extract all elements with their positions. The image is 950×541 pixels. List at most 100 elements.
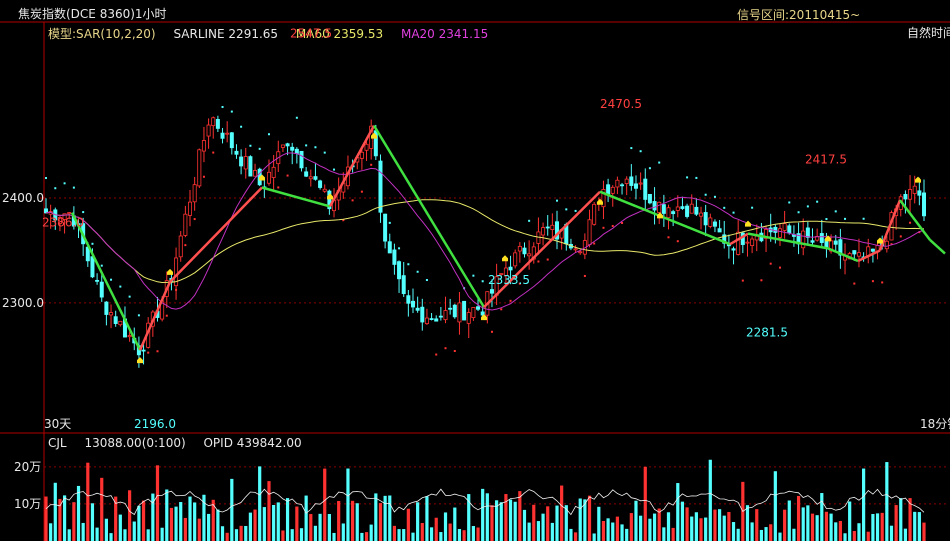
candle-up: [206, 124, 211, 137]
candle-down: [852, 250, 857, 255]
sar-dot: [472, 274, 475, 277]
sar-dot: [621, 221, 624, 224]
candle-down: [633, 183, 638, 189]
volume-bar: [104, 518, 108, 541]
volume-bar: [903, 528, 908, 541]
volume-bar: [495, 500, 499, 541]
volume-bar: [699, 518, 703, 541]
candle-down: [438, 315, 443, 318]
candle-down: [429, 318, 434, 320]
sar-dot: [565, 208, 568, 211]
sar-dot: [834, 210, 837, 213]
sar-dot: [602, 226, 605, 229]
volume-bar: [318, 513, 322, 541]
pivot-marker: [259, 174, 265, 181]
volume-tick-label: 10万: [14, 497, 41, 511]
sar-dot: [286, 174, 289, 177]
candle-up: [211, 117, 216, 127]
volume-bar: [913, 511, 917, 541]
volume-bar: [146, 529, 150, 541]
chart-frame: [0, 21, 950, 541]
pivot-marker: [657, 212, 663, 219]
volume-bar: [383, 495, 387, 541]
volume-bar: [671, 527, 675, 541]
candle-down: [248, 156, 253, 177]
sar-dot: [546, 258, 549, 261]
volume-bar: [397, 529, 401, 541]
sar-dot: [370, 163, 373, 166]
pivot-marker: [167, 268, 173, 275]
candle-down: [480, 311, 485, 316]
candle-down: [489, 289, 494, 294]
volume-bar: [49, 523, 53, 541]
volume-bar: [546, 506, 550, 541]
ma60-label: MA60 2359.53: [295, 27, 384, 41]
candle-up: [764, 229, 769, 239]
volume-bar: [267, 481, 271, 541]
cjl-value: 13088.00(0:100): [84, 436, 186, 450]
candle-down: [220, 132, 225, 139]
volume-bar: [155, 465, 160, 541]
volume-bar: [67, 529, 71, 541]
volume-bar: [299, 528, 304, 541]
candle-up: [513, 252, 518, 267]
volume-bar: [327, 514, 331, 541]
volume-bar: [708, 459, 712, 541]
candle-up: [550, 224, 555, 231]
candle-up: [587, 219, 592, 246]
candle-down: [903, 194, 908, 200]
candle-up: [657, 201, 662, 213]
annotation-low: 2333.5: [488, 273, 530, 287]
candle-up: [912, 185, 917, 194]
candle-down: [680, 206, 685, 209]
candle-up: [109, 312, 114, 316]
volume-bar: [676, 483, 680, 541]
sar-dot: [72, 186, 75, 189]
model-label: 模型:: [48, 27, 77, 41]
candle-down: [299, 150, 304, 169]
volume-bar: [206, 513, 211, 541]
candle-up: [699, 212, 704, 217]
zigzag-up: [138, 281, 172, 351]
pivot-marker: [371, 132, 377, 139]
volume-bar: [597, 506, 601, 541]
sar-dot: [769, 262, 772, 265]
volume-bar: [90, 503, 95, 541]
candle-up: [364, 143, 369, 151]
sar-dot: [871, 280, 874, 283]
candle-up: [736, 231, 741, 255]
volume-bar: [527, 522, 531, 541]
volume-bar: [499, 502, 503, 541]
sar-dot: [630, 147, 633, 150]
sar-dot: [416, 270, 419, 273]
sar-dot: [509, 299, 512, 302]
volume-bar: [443, 512, 448, 541]
candle-down: [870, 248, 875, 252]
volume-bar: [285, 498, 290, 541]
volume-bar: [722, 515, 726, 541]
volume-bar: [643, 466, 647, 541]
sar-dot: [63, 182, 66, 185]
candle-up: [457, 302, 462, 323]
range-left-label: 30天: [44, 417, 71, 431]
sar-dot: [751, 206, 754, 209]
volume-bar: [555, 505, 559, 541]
volume-bar: [889, 525, 894, 541]
sar-dot: [128, 295, 131, 298]
volume-bar: [615, 516, 619, 541]
candle-down: [383, 213, 388, 242]
sar-dot: [788, 201, 791, 204]
time-mode-label[interactable]: 自然时间: [907, 26, 950, 40]
sar-dot: [407, 263, 410, 266]
volume-bar: [44, 496, 48, 541]
candle-down: [420, 306, 425, 323]
sar-dot: [184, 244, 187, 247]
candle-down: [917, 190, 922, 196]
volume-bar: [197, 518, 201, 541]
zigzag-lines: [70, 124, 946, 351]
volume-bar: [504, 494, 508, 541]
volume-bar: [639, 515, 643, 541]
pivot-marker: [825, 235, 831, 242]
candle-up: [801, 230, 806, 249]
